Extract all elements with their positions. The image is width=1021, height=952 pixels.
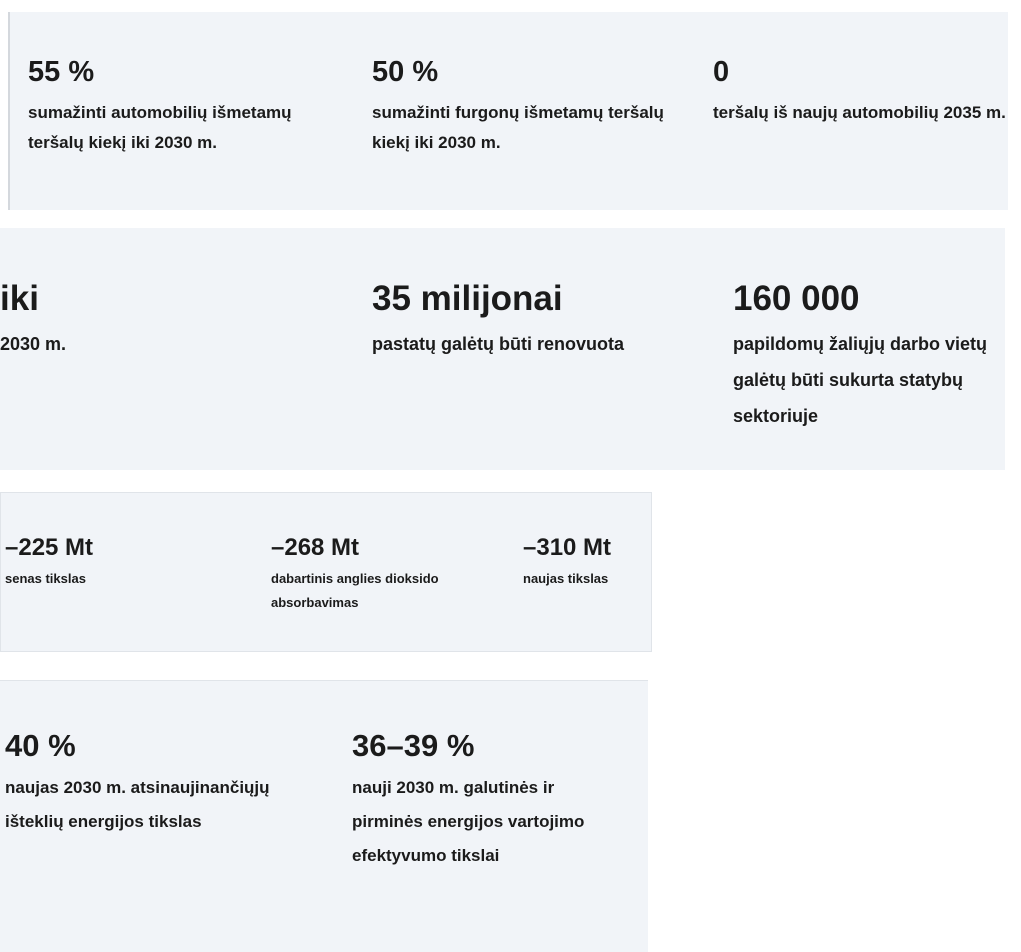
stat-panel: iki 2030 m. 35 milijonai pastatų galėtų būt… [0,228,1005,470]
stat-value: 50 % [372,56,439,88]
stat-item: 36–39 % nauji 2030 m. galutinės ir pirmin… [352,727,622,873]
stat-value: 35 milijonai [372,279,563,318]
stat-description: 2030 m. [0,334,67,354]
stat-panel: 40 % naujas 2030 m. atsinaujinančiųjų išt… [0,680,648,952]
stat-description: sumažinti automobilių išmetamų teršalų k… [28,103,292,152]
stat-item: –310 Mt naujas tikslas [523,533,648,591]
stat-item: 40 % naujas 2030 m. atsinaujinančiųjų išt… [5,727,290,839]
stat-description: nauji 2030 m. galutinės ir pirminės ener… [352,778,585,865]
stat-value: –225 Mt [5,534,94,561]
stat-description: dabartinis anglies dioksido absorbavimas [271,571,439,610]
stat-item: 50 % sumažinti furgonų išmetamų teršalų k… [372,54,672,158]
stat-value: 40 % [5,728,76,763]
stat-value: –310 Mt [523,534,612,561]
stat-value: –268 Mt [271,534,360,561]
stat-description: papildomų žaliųjų darbo vietų galėtų būt… [733,334,988,426]
stat-panel: 55 % sumažinti automobilių išmetamų terša… [8,12,1008,210]
stat-item: –225 Mt senas tikslas [5,533,245,591]
stat-description: naujas tikslas [523,571,609,586]
stat-panel: –225 Mt senas tikslas –268 Mt dabartinis an… [0,492,652,652]
stat-value: 36–39 % [352,728,475,763]
stat-item: 55 % sumažinti automobilių išmetamų terša… [28,54,328,158]
stat-item: iki 2030 m. [0,278,300,362]
stat-description: naujas 2030 m. atsinaujinančiųjų ištekli… [5,778,270,831]
stat-description: teršalų iš naujų automobilių 2035 m. [713,103,1006,122]
stat-description: sumažinti furgonų išmetamų teršalų kiekį… [372,103,664,152]
stat-value: iki [0,279,39,318]
stat-value: 0 [713,56,730,88]
stat-description: pastatų galėtų būti renovuota [372,334,625,354]
stat-item: 160 000 papildomų žaliųjų darbo vietų gal… [733,278,1021,434]
stat-item: –268 Mt dabartinis anglies dioksido absor… [271,533,511,615]
stat-item: 35 milijonai pastatų galėtų būti renovuot… [372,278,672,362]
stat-value: 160 000 [733,279,860,318]
stat-description: senas tikslas [5,571,86,586]
stat-item: 0 teršalų iš naujų automobilių 2035 m. [713,54,1013,128]
stat-value: 55 % [28,56,95,88]
